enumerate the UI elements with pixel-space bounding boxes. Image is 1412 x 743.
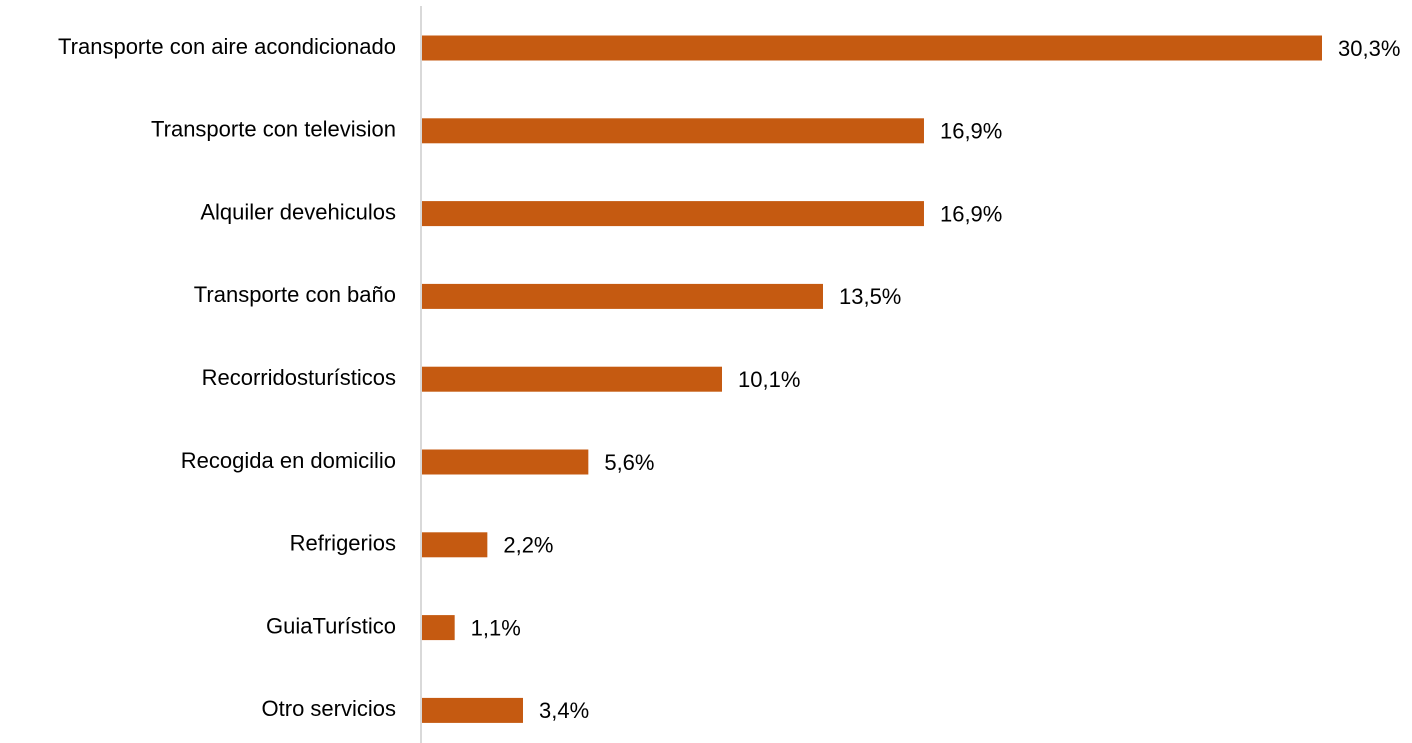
data-label: 13,5%	[839, 284, 901, 309]
category-label: Alquiler devehiculos	[200, 199, 396, 224]
bar	[422, 283, 823, 309]
category-label: Recogida en domicilio	[181, 448, 396, 473]
bar	[422, 532, 488, 558]
data-label: 30,3%	[1338, 36, 1400, 61]
bar	[422, 449, 589, 475]
category-label: GuiaTurístico	[266, 613, 396, 638]
category-label: Refrigerios	[290, 531, 396, 556]
category-labels-group: Transporte con aire acondicionado Transpo…	[58, 34, 396, 721]
bar	[422, 366, 722, 392]
data-label: 3,4%	[539, 698, 589, 723]
data-label: 10,1%	[738, 367, 800, 392]
category-label: Otro servicios	[262, 696, 396, 721]
data-label: 5,6%	[604, 450, 654, 475]
category-label: Transporte con aire acondicionado	[58, 34, 396, 59]
value-labels-group: 30,3% 16,9% 16,9% 13,5% 10,1% 5,6% 2,2% 1,1% 3,4…	[471, 36, 1401, 723]
category-label: Transporte con television	[151, 117, 396, 142]
bar	[422, 615, 455, 641]
category-label: Recorridosturísticos	[202, 365, 396, 390]
bars-group	[422, 35, 1322, 723]
bar	[422, 35, 1322, 61]
bar	[422, 697, 523, 723]
data-label: 1,1%	[471, 615, 521, 640]
data-label: 16,9%	[940, 119, 1002, 144]
data-label: 16,9%	[940, 201, 1002, 226]
bar	[422, 201, 924, 227]
data-label: 2,2%	[503, 533, 553, 558]
category-label: Transporte con baño	[194, 282, 396, 307]
bar	[422, 118, 924, 144]
